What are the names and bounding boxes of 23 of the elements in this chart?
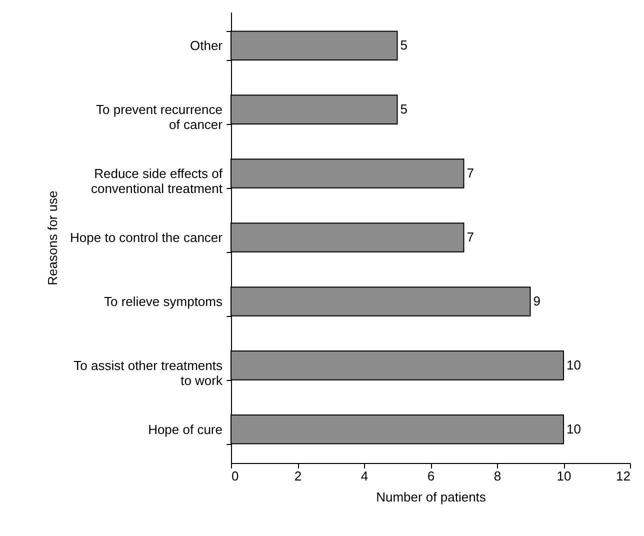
- data-label: 7: [466, 230, 474, 244]
- x-axis-title: Number of patients: [376, 490, 486, 504]
- data-label: 9: [533, 293, 540, 308]
- x-tick-label: 8: [494, 468, 502, 484]
- y-tick-label: Hope to control the cancer: [70, 230, 224, 245]
- data-label: 5: [400, 102, 408, 117]
- x-tick-label: 6: [427, 468, 435, 484]
- data-label: 10: [566, 357, 581, 372]
- y-tick-label: To relieve symptoms: [104, 294, 223, 309]
- data-label: 10: [566, 421, 581, 436]
- x-tick-label: 10: [556, 468, 572, 484]
- data-label: 7: [466, 166, 474, 181]
- y-tick-label: Hope of cure: [148, 422, 222, 437]
- y-tick-label: To assist other treatments to work: [74, 358, 223, 388]
- x-tick-label: 2: [294, 468, 302, 484]
- data-label: 5: [400, 38, 408, 53]
- y-tick-label: To prevent recurrence of cancer: [96, 102, 224, 132]
- x-tick-label: 4: [360, 468, 368, 484]
- y-tick-label: Other: [190, 38, 224, 54]
- x-tick-label: 12: [616, 468, 630, 484]
- y-tick-label: Reduce side effects of conventional treatment: [90, 166, 223, 196]
- x-tick-label: 0: [232, 468, 239, 484]
- y-axis-title: Reasons for use: [45, 190, 60, 286]
